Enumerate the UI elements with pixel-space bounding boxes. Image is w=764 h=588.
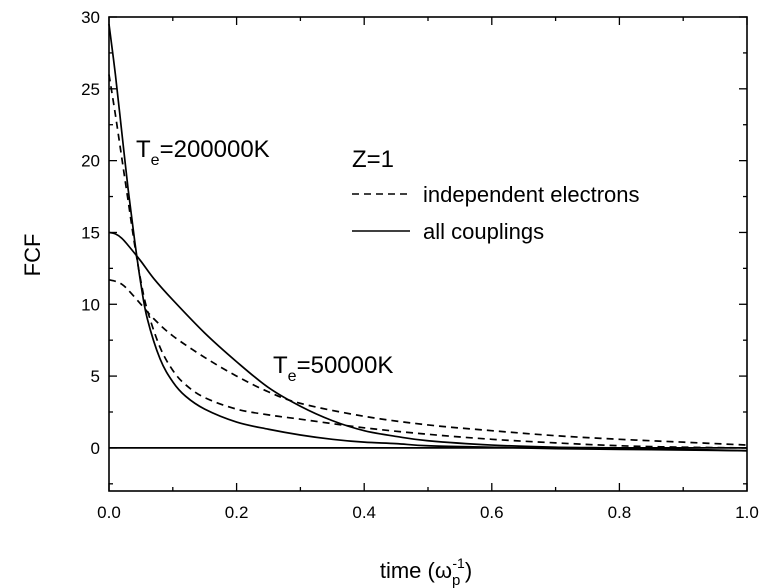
- x-tick-label: 0.6: [480, 503, 504, 522]
- tick-labels: 0.0 0.2 0.4 0.6 0.8 1.0 0 5 10 15 20 25 30: [81, 8, 759, 522]
- x-tick-label: 0.2: [225, 503, 249, 522]
- series-line-2: [108, 279, 748, 446]
- y-tick-label: 10: [81, 295, 100, 314]
- y-tick-label: 15: [81, 223, 100, 242]
- y-axis-title: FCF: [20, 234, 45, 277]
- legend-label-all-couplings: all couplings: [423, 219, 544, 244]
- x-tick-label: 0.4: [352, 503, 376, 522]
- y-tick-label: 5: [91, 367, 100, 386]
- y-tick-label: 20: [81, 152, 100, 171]
- series-line-0: [108, 74, 748, 449]
- x-tick-label: 0.8: [608, 503, 632, 522]
- legend-title: Z=1: [352, 146, 394, 173]
- legend: Z=1 independent electrons all couplings: [352, 146, 640, 244]
- plot-frame: [108, 16, 748, 492]
- y-tick-label: 0: [91, 439, 100, 458]
- series-layer: [108, 24, 748, 452]
- x-tick-label: 0.0: [97, 503, 121, 522]
- y-tick-label: 25: [81, 80, 100, 99]
- x-tick-label: 1.0: [735, 503, 759, 522]
- annotation-te-50000k: Te=50000K: [273, 352, 393, 385]
- legend-label-independent-electrons: independent electrons: [423, 182, 640, 207]
- annotation-te-200000k: Te=200000K: [136, 136, 270, 169]
- plot-border: [108, 16, 748, 492]
- axis-ticks: [108, 16, 748, 491]
- y-tick-label: 30: [81, 8, 100, 27]
- x-axis-title: time (ωp-1): [380, 555, 472, 588]
- series-line-3: [108, 231, 748, 452]
